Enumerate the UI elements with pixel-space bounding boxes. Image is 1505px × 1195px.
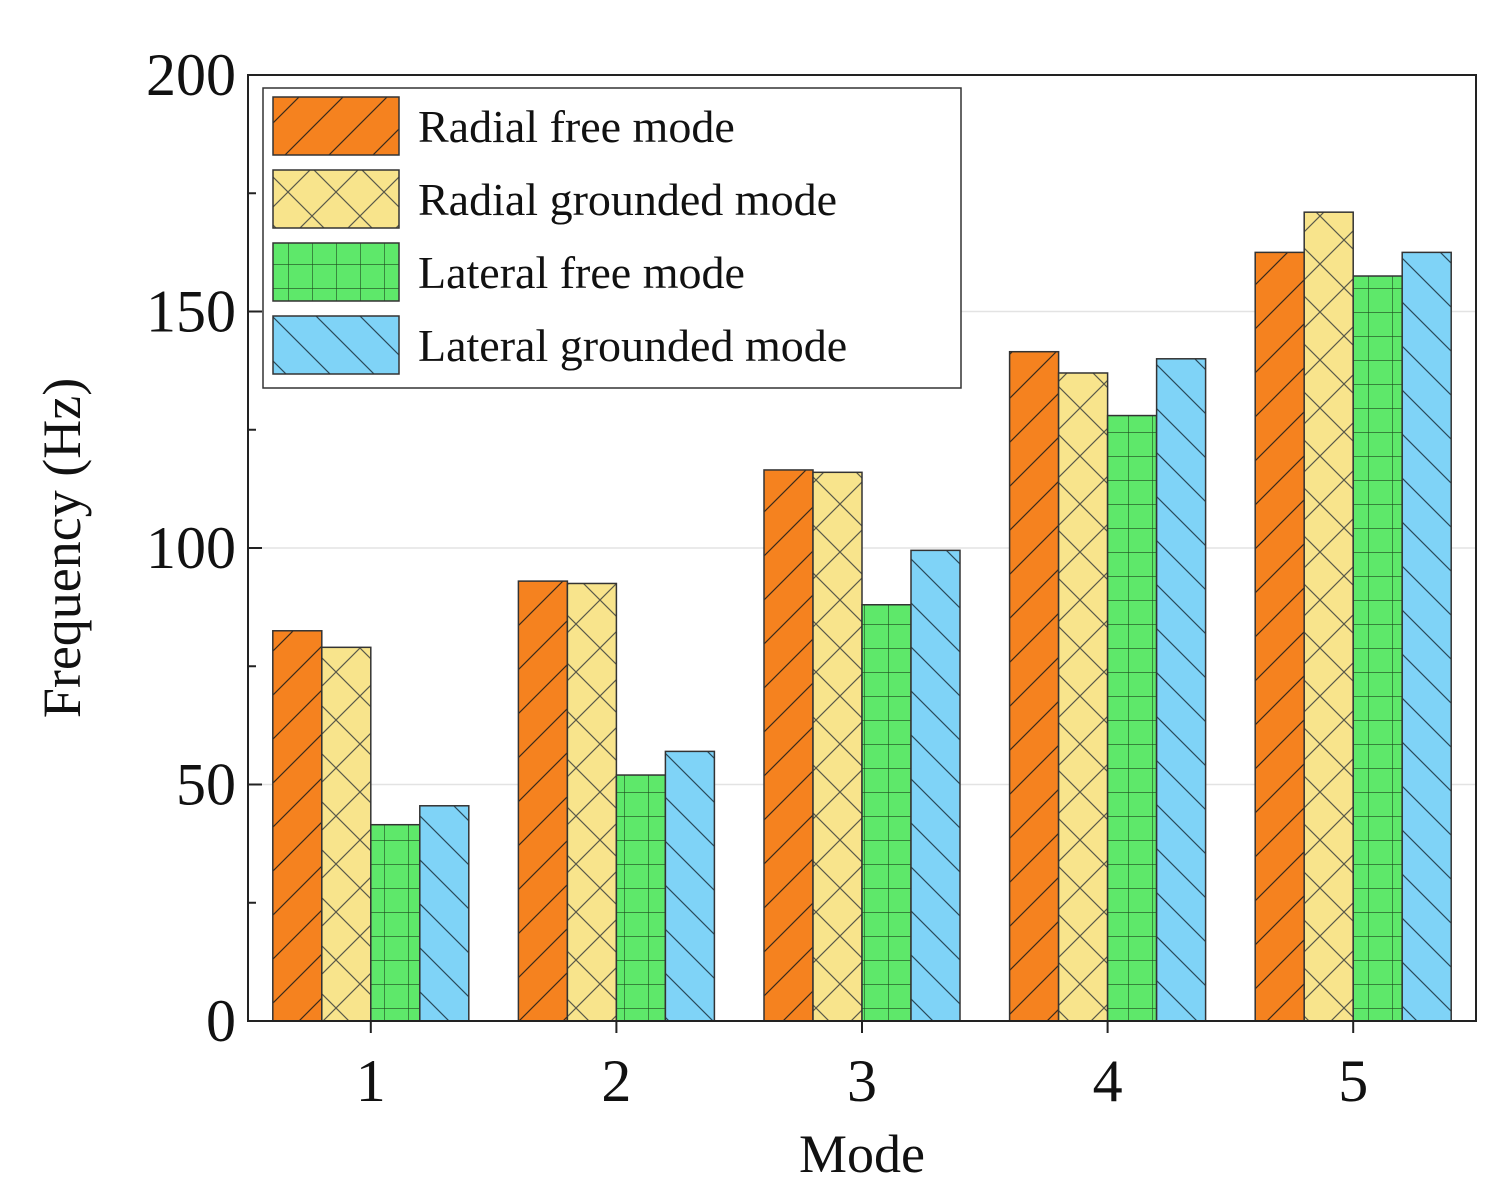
bar	[517, 580, 569, 1022]
legend-swatch	[272, 315, 400, 375]
x-tick-label: 1	[356, 1048, 386, 1114]
legend-label: Lateral free mode	[418, 247, 745, 298]
bar	[910, 549, 961, 1022]
bar	[1303, 211, 1354, 1022]
bar	[272, 630, 323, 1022]
bars	[272, 211, 1452, 1022]
x-tick-label: 4	[1093, 1048, 1123, 1114]
y-axis: 0 50 100 150 200	[146, 42, 262, 1054]
legend-label: Radial grounded mode	[418, 174, 837, 225]
y-axis-title: Frequency (Hz)	[32, 378, 92, 718]
bar	[615, 774, 667, 1022]
bar	[763, 469, 814, 1022]
y-tick-label: 150	[146, 279, 236, 345]
bar	[1008, 350, 1060, 1022]
x-tick-label: 3	[847, 1048, 877, 1114]
bar	[370, 823, 421, 1022]
bar	[321, 646, 372, 1022]
bar	[419, 805, 470, 1022]
x-tick-label: 2	[601, 1048, 631, 1114]
x-axis-title: Mode	[799, 1124, 925, 1184]
bar	[812, 471, 863, 1022]
y-tick-label: 0	[206, 988, 236, 1054]
bar	[664, 750, 716, 1022]
legend-label: Lateral grounded mode	[418, 320, 847, 371]
bar	[1106, 414, 1158, 1022]
legend-label: Radial free mode	[418, 101, 735, 152]
bar	[1155, 358, 1207, 1022]
x-tick-label: 5	[1338, 1048, 1368, 1114]
y-tick-label: 50	[176, 752, 236, 818]
legend-swatch	[272, 96, 400, 156]
bar	[1401, 251, 1452, 1022]
legend-swatch	[272, 169, 400, 229]
bar	[1254, 251, 1305, 1022]
y-tick-label: 200	[146, 42, 236, 108]
bar	[566, 582, 618, 1022]
legend-swatch	[272, 242, 400, 302]
x-axis: 1 2 3 4 5	[356, 1021, 1368, 1114]
legend: Radial free mode Radial grounded mode Late…	[262, 87, 962, 389]
bar	[861, 604, 912, 1022]
bar	[1057, 372, 1109, 1022]
y-tick-label: 100	[146, 515, 236, 581]
bar	[1352, 275, 1403, 1022]
